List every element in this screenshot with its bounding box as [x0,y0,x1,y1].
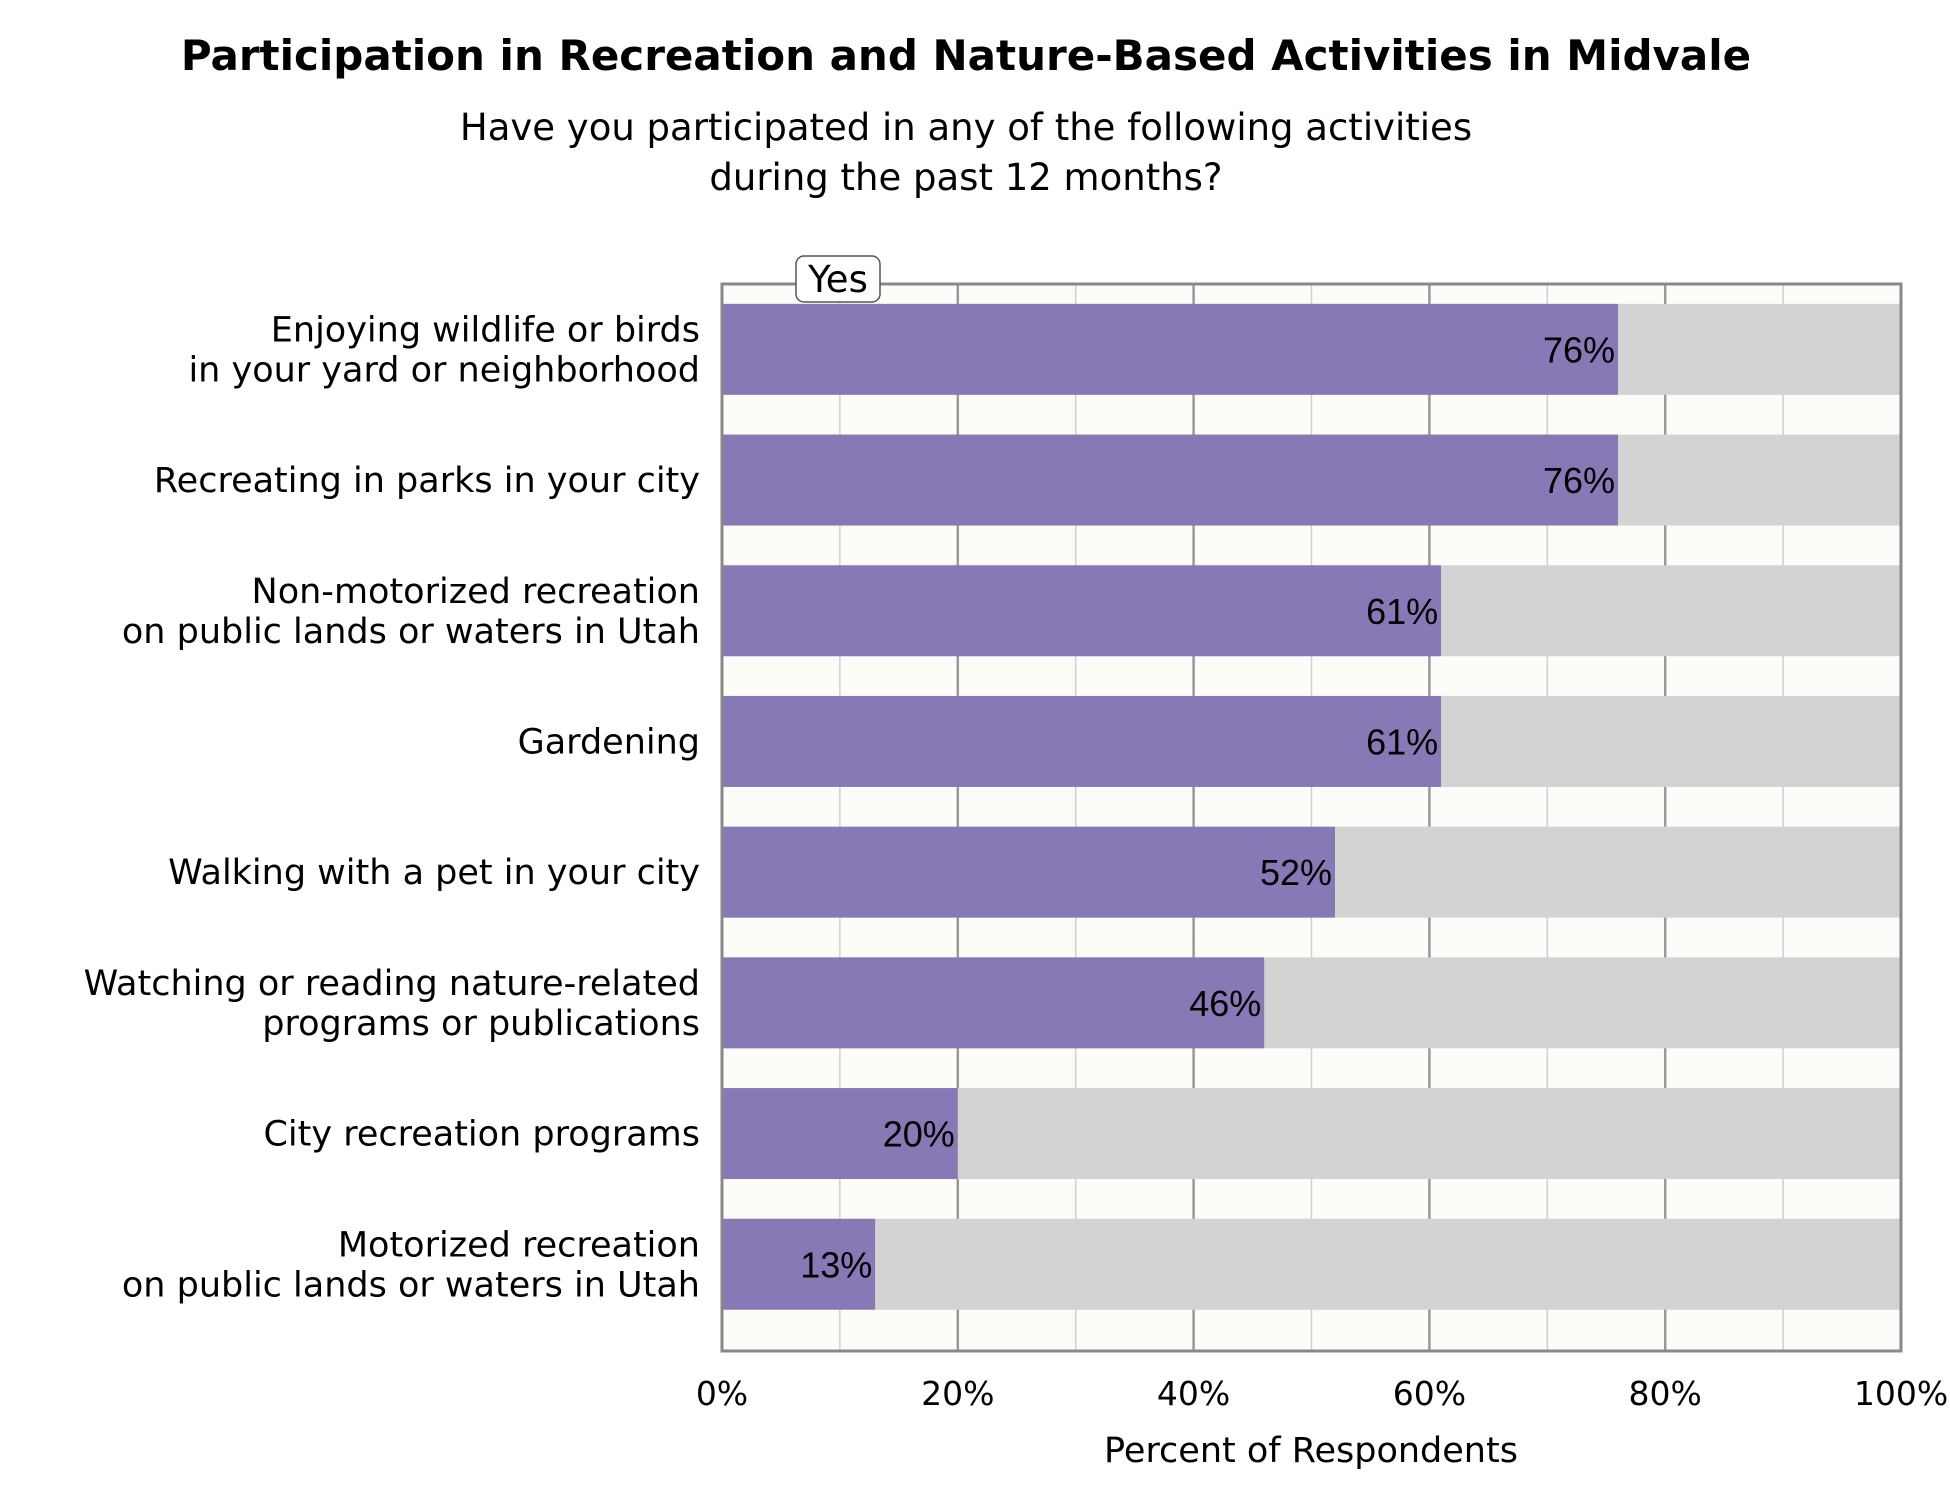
bar-remainder-7 [875,1218,1901,1310]
category-label-0-line-1: Enjoying wildlife or birds [271,310,700,350]
x-tick-label-5: 100% [1854,1374,1948,1413]
bar-remainder-1 [1618,434,1901,526]
x-tick-label-4: 80% [1629,1374,1702,1413]
legend-label-yes: Yes [807,258,868,301]
category-label-4-line-1: Walking with a pet in your city [168,853,700,893]
plot-frame [720,282,1903,1353]
bar-yes-4 [722,826,1336,918]
bar-remainder-6 [957,1088,1901,1180]
bar-yes-2 [722,565,1442,657]
data-label-6: 20% [883,1114,955,1155]
bar-yes-5 [722,957,1265,1049]
data-label-7: 13% [800,1244,872,1285]
category-label-2-line-1: Non-motorized recreation [252,572,700,612]
x-tick-label-1: 20% [921,1374,994,1413]
bar-yes-7 [722,1218,876,1310]
bar-remainder-0 [1618,303,1901,395]
category-label-0-line-2: in your yard or neighborhood [188,350,700,390]
category-label-5-line-1: Watching or reading nature-related [84,964,700,1004]
x-tick-label-0: 0% [696,1374,748,1413]
data-label-4: 52% [1260,852,1332,893]
x-axis-ticks: 0% 20% 40% 60% 80% 100% [696,1374,1948,1413]
legend-box [795,255,881,303]
category-label-7-line-1: Motorized recreation [338,1225,700,1265]
bars [722,303,1901,1310]
data-label-3: 61% [1366,721,1438,762]
data-label-0: 76% [1543,329,1615,370]
bar-remainder-3 [1441,695,1901,787]
bar-yes-1 [722,434,1619,526]
chart-subtitle-line-1: Have you participated in any of the foll… [460,106,1472,149]
bar-remainder-2 [1441,565,1901,657]
bar-yes-3 [722,695,1442,787]
x-axis-title: Percent of Respondents [1104,1431,1518,1471]
bar-remainder-5 [1264,957,1901,1049]
data-label-2: 61% [1366,591,1438,632]
chart-subtitle-line-2: during the past 12 months? [709,156,1222,199]
x-tick-label-3: 60% [1393,1374,1466,1413]
category-label-5-line-2: programs or publications [262,1004,700,1044]
data-labels: 76% 76% 61% 61% 52% 46% 20% 13% [800,329,1615,1285]
bar-remainder-4 [1335,826,1901,918]
legend: Yes [795,255,881,303]
data-label-1: 76% [1543,460,1615,501]
category-label-2-line-2: on public lands or waters in Utah [122,612,700,652]
category-label-3-line-1: Gardening [518,722,700,762]
category-label-7-line-2: on public lands or waters in Utah [122,1265,700,1305]
category-label-1-line-1: Recreating in parks in your city [154,461,700,501]
bar-yes-6 [722,1088,958,1180]
data-label-5: 46% [1189,983,1261,1024]
category-label-6-line-1: City recreation programs [263,1115,700,1155]
x-tick-label-2: 40% [1157,1374,1230,1413]
bar-yes-0 [722,303,1619,395]
chart-title: Participation in Recreation and Nature-B… [181,31,1751,80]
